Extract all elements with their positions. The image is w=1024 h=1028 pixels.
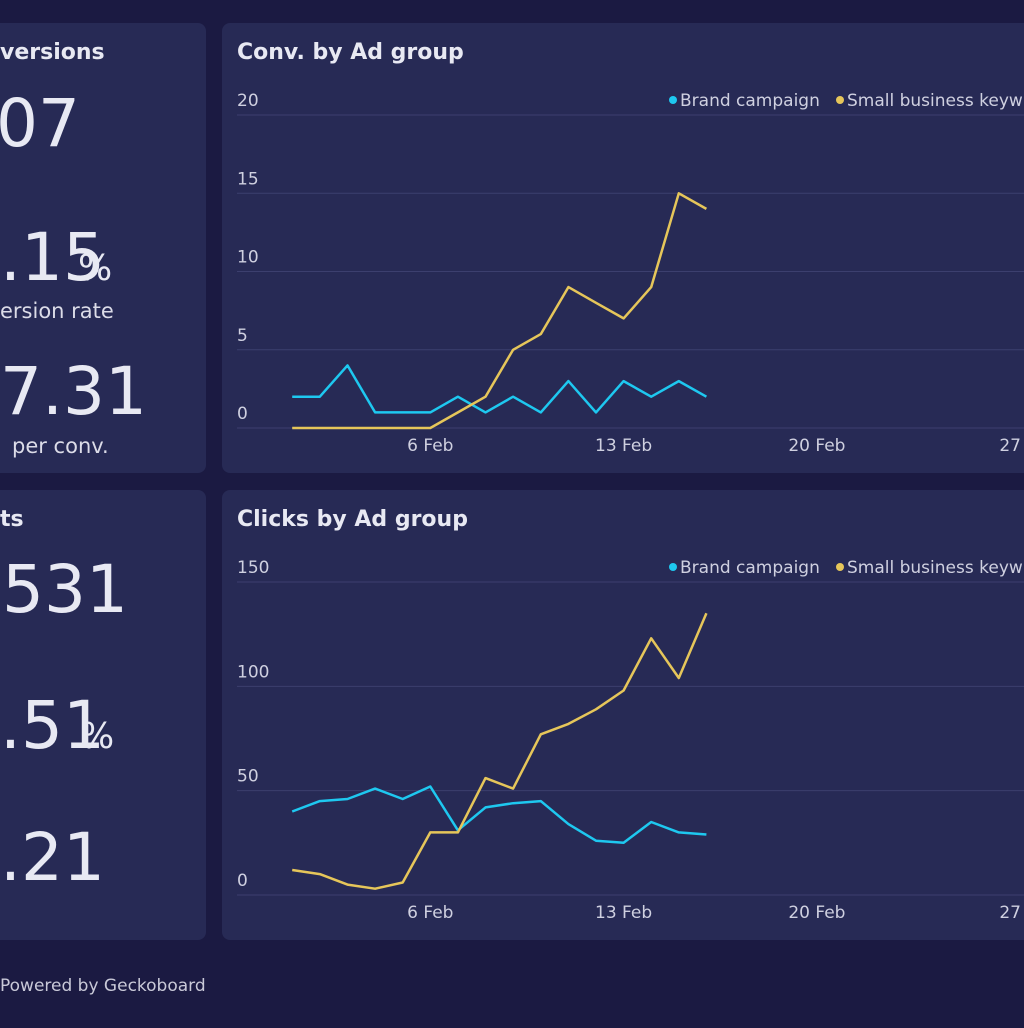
x-tick-label: 6 Feb [407, 436, 453, 456]
legend-label: Small business keyw [847, 558, 1023, 578]
legend-marker [836, 96, 844, 104]
widget-title: ts [0, 507, 24, 532]
y-tick-label: 150 [237, 558, 269, 578]
y-tick-label: 0 [237, 871, 248, 891]
series-line [292, 364, 708, 414]
x-tick-label: 6 Feb [407, 903, 453, 923]
series-line [292, 612, 708, 890]
y-tick-label: 100 [237, 662, 269, 682]
kpi-value: 7.31 [0, 353, 147, 430]
x-tick-label: 13 Feb [595, 903, 652, 923]
y-tick-label: 10 [237, 248, 259, 268]
widget-title: versions [0, 40, 105, 65]
y-tick-label: 50 [237, 767, 259, 787]
card [222, 23, 1024, 473]
legend-label: Brand campaign [680, 91, 820, 111]
x-tick-label: 27 [999, 903, 1021, 923]
x-tick-label: 13 Feb [595, 436, 652, 456]
legend-marker [836, 563, 844, 571]
y-tick-label: 15 [237, 169, 259, 189]
kpi-value: 07 [0, 85, 80, 162]
card [0, 490, 206, 940]
y-tick-label: 0 [237, 404, 248, 424]
kpi-label: ersion rate [0, 299, 114, 323]
kpi-unit: % [78, 248, 112, 289]
card [0, 23, 206, 473]
x-tick-label: 20 Feb [788, 903, 845, 923]
x-tick-label: 20 Feb [788, 436, 845, 456]
legend-label: Small business keyw [847, 91, 1023, 111]
kpi-value: .21 [0, 819, 105, 896]
kpi-value: .15 [0, 219, 105, 296]
legend-marker [669, 96, 677, 104]
kpi-value: .51 [0, 687, 105, 764]
y-tick-label: 20 [237, 91, 259, 111]
footer: Powered by Geckoboard [0, 976, 206, 996]
card [222, 490, 1024, 940]
kpi-label: per conv. [12, 434, 109, 458]
y-tick-label: 5 [237, 326, 248, 346]
series-line [291, 785, 707, 845]
chart-title: Conv. by Ad group [237, 40, 464, 65]
legend-label: Brand campaign [680, 558, 820, 578]
chart-title: Clicks by Ad group [237, 507, 468, 532]
series-line [292, 192, 708, 430]
x-tick-label: 27 [999, 436, 1021, 456]
legend-marker [669, 563, 677, 571]
kpi-unit: % [80, 716, 114, 757]
kpi-value: 531 [2, 551, 128, 628]
